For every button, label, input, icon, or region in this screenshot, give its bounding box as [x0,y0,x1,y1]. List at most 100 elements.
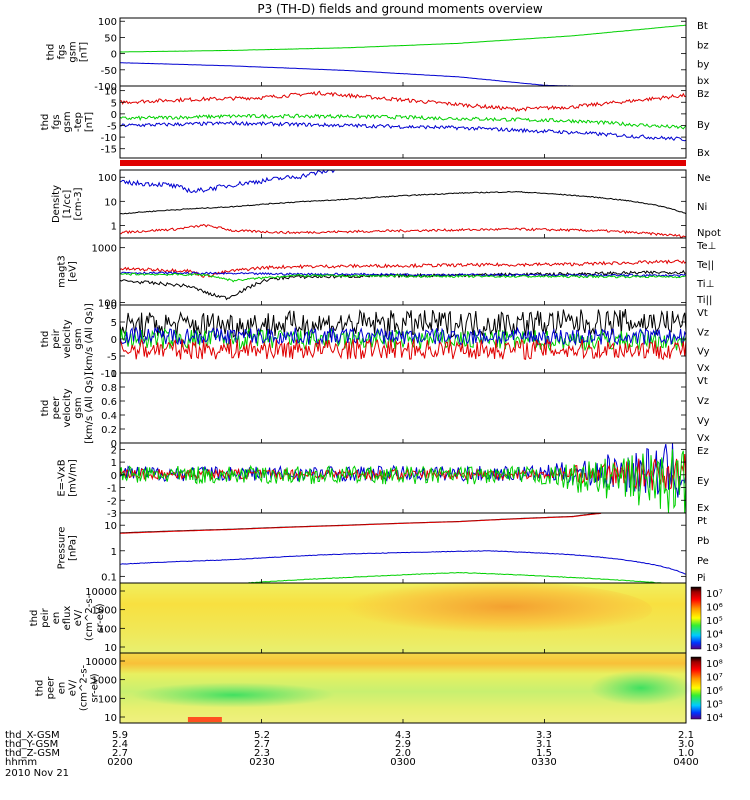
y-tick-label: -15 [101,145,117,156]
legend-entry: Ez [697,446,709,457]
series-line-by [119,24,687,53]
y-tick-label: 10 [104,87,117,98]
legend-entry: Ti|| [696,295,712,306]
series-line-bz [120,90,687,113]
y-tick-label: 0 [111,50,117,61]
y-tick-label: 0.1 [101,572,117,583]
colorbar-tick-label: 10⁷ [706,589,723,600]
y-axis-label: en [51,612,62,625]
y-tick-label: 1 [111,458,117,469]
y-axis-label: peer [46,676,57,700]
legend-entry: Ne [697,173,711,184]
x-axis-value: 2.1 [678,730,694,741]
legend-entry: bx [697,76,709,87]
x-axis-value: 2.0 [395,748,411,759]
y-tick-label: 10000 [85,657,117,668]
series-line-npot [119,169,335,194]
y-axis-label: eV/ [68,679,79,696]
legend-entry: Vt [697,308,708,319]
y-axis-label: gsm [73,397,84,418]
y-axis-label: fgs [57,44,68,59]
legend-entry: by [697,60,709,71]
y-axis-label: [nT] [84,112,95,132]
y-tick-label: 10000 [85,587,117,598]
colorbar [690,586,702,650]
y-tick-label: 0 [111,110,117,121]
legend-entry: Ni [697,202,707,213]
y-tick-label: -2 [107,496,117,507]
y-axis-label: [cm-3] [73,187,84,220]
y-tick-label: 1 [111,369,117,380]
series-line-pi [119,550,687,575]
y-axis-label: velocity [62,388,73,427]
legend-entry: Te⊥ [696,241,716,252]
y-tick-label: 0.8 [101,383,117,394]
spectrogram-flux-maximum [289,580,653,639]
y-axis-label: thd [35,680,46,697]
x-axis-row-label: thd_X-GSM [5,730,60,741]
y-tick-label: 0.4 [101,411,117,422]
y-axis-label: [nT] [79,42,90,62]
y-tick-label: 1000 [92,676,117,687]
legend-entry: Ex [697,503,709,514]
x-axis-value: 0400 [673,757,698,768]
y-tick-label: 0.2 [101,425,117,436]
legend-entry: Ey [697,476,709,487]
y-axis-label: gsm [62,111,73,132]
y-axis-label: [eV] [68,261,79,282]
y-axis-label: thd [40,114,51,131]
y-axis-label: thd [46,44,57,61]
y-tick-label: 100 [98,694,117,705]
y-tick-label: 10 [104,197,117,208]
series-line-ne [119,223,686,238]
legend-entry: Te|| [696,260,714,271]
y-axis-label: sr-eV) [95,603,106,632]
y-axis-label: velocity [62,319,73,358]
series-line-pt [120,512,602,534]
y-axis-label: (cm^2-s- [79,664,90,711]
x-axis-row-label: thd_Y-GSM [5,739,58,750]
legend-entry: Vy [697,347,710,358]
y-axis-label: E=-VxB [57,459,68,496]
x-axis-value: 2.3 [254,748,270,759]
legend-entry: Vz [697,396,709,407]
y-axis-label: thd [29,610,40,627]
y-axis-label: eflux [62,606,73,631]
panel-frame [119,169,687,239]
y-tick-label: 50 [104,33,117,44]
series-line-vz [119,338,687,361]
spectrogram-low-flux-region [589,670,692,706]
legend-entry: Bt [697,21,708,32]
y-tick-label: 100 [98,298,117,309]
y-axis-label: gsm [73,328,84,349]
colorbar-tick-label: 10⁸ [706,659,723,670]
x-axis-value: 2.7 [112,748,128,759]
legend-entry: Pt [697,516,707,527]
y-tick-label: 1000 [92,244,117,255]
y-axis-label: -tep [73,112,84,132]
y-axis-label: [mV/m] [68,459,79,497]
x-axis-value: 0300 [390,757,415,768]
x-axis-value: 0230 [249,757,274,768]
y-tick-label: -50 [101,66,117,77]
series-line-by [119,113,687,130]
y-tick-label: -5 [107,121,117,132]
y-tick-label: 100 [98,624,117,635]
figure-title: P3 (TH-D) fields and ground moments over… [257,2,542,16]
y-tick-label: 5 [111,98,117,109]
series-line-ex [119,443,687,498]
x-axis-row-label: thd_Z-GSM [5,748,60,759]
series-line-ti [119,272,687,283]
series-line-vx [119,326,687,347]
y-axis-label: thd [40,331,51,348]
series-line-ey [119,449,687,514]
y-tick-label: 1 [111,221,117,232]
y-tick-label: -1 [107,484,117,495]
colorbar-tick-label: 10⁵ [706,616,723,627]
x-axis-value: 4.3 [395,730,411,741]
y-axis-label: eV/ [73,609,84,626]
legend-entry: Pe [697,556,709,567]
